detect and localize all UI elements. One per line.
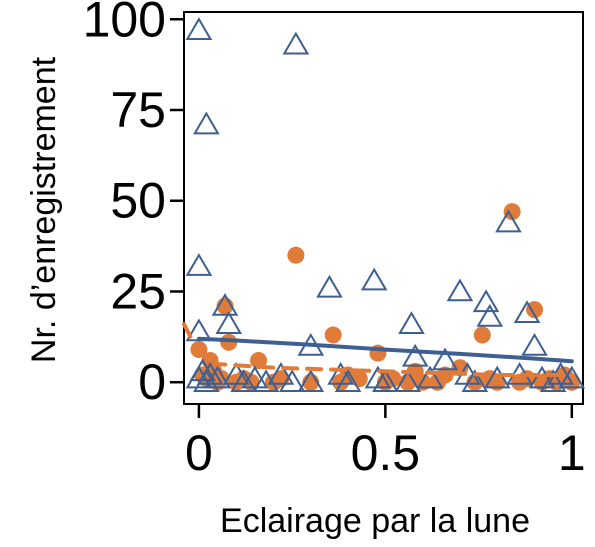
triangle-point: [185, 17, 213, 40]
triangle-point: [364, 365, 392, 389]
y-tick-label: 50: [110, 173, 166, 229]
plot-frame: [183, 11, 584, 405]
triangle-point: [394, 369, 422, 393]
triangle-point: [539, 369, 567, 393]
y-tick-label: 100: [83, 0, 166, 47]
trend-line-dashed: [182, 322, 574, 377]
circle-point: [436, 366, 454, 384]
triangle-point: [431, 347, 459, 371]
triangle-point: [189, 358, 216, 382]
trend-line-solid: [196, 336, 574, 364]
triangle-point: [461, 369, 489, 393]
triangle-point: [446, 278, 474, 302]
y-axis-title: Nr. d’enregistrement: [25, 56, 63, 363]
triangle-point: [558, 365, 586, 389]
triangle-point: [211, 293, 239, 316]
chart-marks: [182, 17, 586, 393]
triangle-point: [476, 303, 504, 327]
triangle-point: [267, 361, 295, 385]
triangle-point: [193, 111, 220, 135]
triangle-point: [483, 365, 511, 389]
triangle-point: [398, 311, 425, 334]
circle-point: [503, 203, 521, 221]
circle-point: [287, 246, 305, 264]
plot-area: [183, 11, 584, 405]
triangle-point: [472, 289, 500, 313]
triangle-point: [185, 253, 213, 276]
triangle-point: [521, 332, 548, 356]
triangle-point: [278, 369, 306, 393]
triangle-point: [372, 369, 399, 393]
triangle-point: [241, 365, 269, 389]
y-tick-label: 0: [138, 354, 166, 410]
circle-point: [384, 370, 402, 388]
axes: 0 25 50 75 100 0 0.5 1: [83, 0, 586, 481]
circle-point: [526, 301, 544, 319]
circle-point: [324, 326, 342, 344]
triangle-point: [513, 300, 541, 324]
triangle-point: [215, 311, 243, 334]
triangle-point: [495, 209, 522, 233]
x-tick-label: 0.5: [351, 425, 421, 481]
circle-point: [473, 326, 491, 344]
triangle-point: [297, 369, 325, 393]
triangle-point: [196, 361, 224, 385]
triangle-point: [230, 369, 257, 393]
triangle-point: [528, 365, 556, 389]
circle-point: [250, 351, 268, 369]
x-tick-label: 0: [185, 425, 213, 481]
triangle-point: [360, 267, 388, 291]
x-tick-label: 1: [558, 425, 586, 481]
triangle-point: [416, 365, 444, 389]
y-tick-label: 75: [110, 82, 166, 138]
x-axis-title: Eclairage par la lune: [220, 502, 530, 540]
triangle-point: [316, 274, 343, 298]
triangle-point: [334, 369, 362, 393]
y-tick-label: 25: [110, 263, 166, 319]
triangle-point: [401, 343, 429, 367]
triangle-point: [282, 31, 310, 55]
triangle-point: [204, 365, 231, 389]
